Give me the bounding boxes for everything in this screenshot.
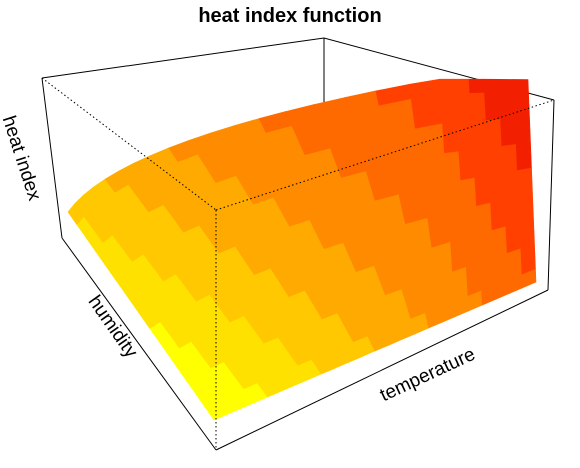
- surface-cell: [458, 149, 475, 167]
- surface-cell: [471, 133, 488, 151]
- surface-cell: [459, 163, 476, 181]
- surface-cell: [453, 78, 471, 95]
- surface-cell: [498, 78, 515, 94]
- box-edge-back-left: [41, 77, 63, 239]
- surface-cell: [515, 142, 532, 158]
- surface-cell: [487, 145, 503, 163]
- surface-cell: [514, 117, 531, 132]
- surface: [67, 78, 537, 421]
- surface-cell: [515, 129, 531, 145]
- box-edge-right-vertical: [547, 99, 555, 291]
- surface-cell: [486, 132, 503, 149]
- surface-cell: [498, 92, 515, 107]
- surface-cell: [484, 92, 501, 108]
- surface-cell: [469, 92, 486, 108]
- box-edge-front-left: [61, 237, 217, 451]
- surface-cell: [512, 79, 529, 93]
- box-edge-hidden-top-left: [41, 77, 217, 211]
- surface-cell: [500, 131, 517, 147]
- surface-cell: [501, 144, 518, 160]
- surface-cell: [455, 107, 472, 123]
- surface-cell: [439, 78, 456, 95]
- bounding-box-front: [41, 77, 555, 451]
- surface-cell: [444, 151, 461, 169]
- z-axis-label: heat index: [0, 113, 45, 203]
- surface-cell: [443, 136, 460, 154]
- surface-cell: [440, 93, 457, 110]
- box-edge-hidden-top-right: [215, 99, 555, 211]
- surface-cell: [472, 147, 489, 165]
- surface-cell: [457, 135, 474, 152]
- surface-cell: [468, 78, 485, 94]
- surface-cell: [521, 268, 537, 289]
- chart-title: heat index function: [198, 5, 381, 27]
- surface-cell: [470, 106, 487, 122]
- surface-cell: [500, 118, 516, 134]
- surface-cell: [473, 161, 490, 179]
- surface-cell: [454, 92, 472, 109]
- surface-cell: [471, 120, 488, 137]
- surface-cell: [445, 165, 462, 184]
- box-edge-front-right: [215, 289, 549, 451]
- surface-cell: [485, 119, 502, 135]
- surface-cell: [483, 78, 500, 94]
- surface-cell: [442, 122, 459, 139]
- surface-cell: [513, 91, 530, 106]
- surface-cell: [441, 107, 458, 125]
- x-axis-label: temperature: [377, 344, 479, 406]
